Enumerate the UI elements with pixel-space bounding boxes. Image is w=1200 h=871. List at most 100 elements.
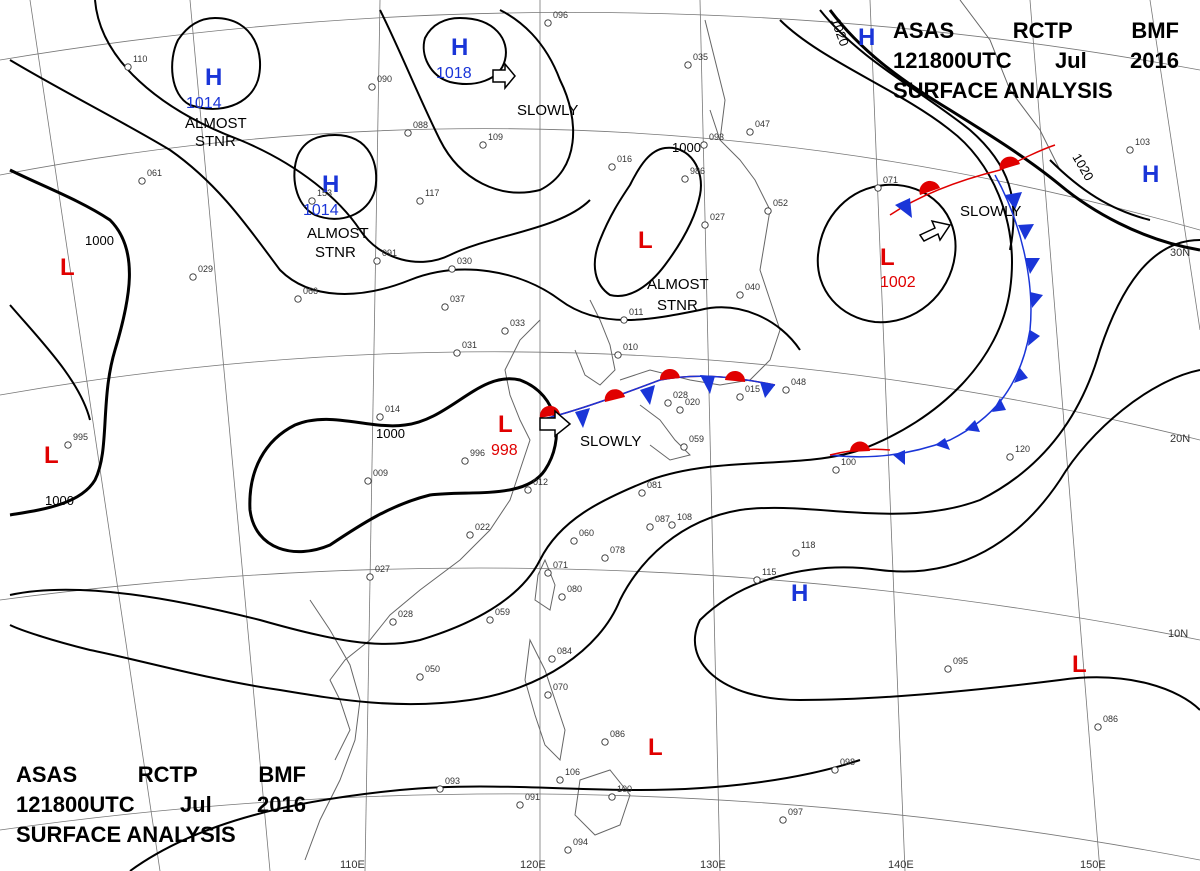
station-marker — [1126, 146, 1134, 154]
station-pressure: 030 — [457, 256, 472, 266]
station-marker — [436, 785, 444, 793]
station-marker — [1094, 723, 1102, 731]
cold-pip — [760, 382, 775, 398]
station-marker — [556, 776, 564, 784]
isobar-high-n — [422, 16, 507, 85]
header-code: BMF — [1131, 18, 1179, 43]
cold-pip — [1025, 258, 1040, 274]
coast-sakhalin — [704, 19, 726, 141]
station-marker — [376, 413, 384, 421]
station-marker — [558, 593, 566, 601]
warm-pip — [659, 368, 680, 380]
station-pressure: 047 — [755, 119, 770, 129]
parallel-30n — [0, 128, 1200, 231]
station-marker — [416, 197, 424, 205]
isobar-ocean-1 — [694, 369, 1200, 711]
station-pressure: 103 — [1135, 137, 1150, 147]
warm-pip — [725, 370, 746, 382]
header-line-1: ASAS RCTP BMF — [893, 16, 1179, 46]
low-center: L — [60, 254, 75, 281]
station-pressure: 996 — [470, 448, 485, 458]
station-pressure: 037 — [450, 294, 465, 304]
header-time: 121800UTC — [16, 792, 135, 817]
station-marker — [764, 207, 772, 215]
station-marker — [608, 793, 616, 801]
station-marker — [1006, 453, 1014, 461]
isobar-1000-w — [9, 168, 131, 517]
isobar-outer-1 — [94, 0, 591, 263]
station-pressure: 091 — [525, 792, 540, 802]
station-marker — [453, 349, 461, 357]
high-center-value: 1014 — [186, 95, 222, 112]
station-pressure: 070 — [553, 682, 568, 692]
high-center: H — [858, 24, 875, 51]
station-pressure: 015 — [745, 384, 760, 394]
arrow-icon — [492, 61, 516, 91]
station-pressure: 091 — [382, 248, 397, 258]
station-marker — [516, 801, 524, 809]
station-pressure: 086 — [610, 729, 625, 739]
coast-china — [329, 319, 541, 761]
isobar-ocean-5 — [129, 759, 861, 871]
meridian-1 — [29, 0, 161, 871]
station-pressure: 097 — [788, 807, 803, 817]
header-title: SURFACE ANALYSIS — [16, 822, 236, 847]
high-center: H — [1142, 161, 1159, 188]
warm-pip — [849, 441, 870, 452]
station-marker — [779, 816, 787, 824]
station-pressure: 035 — [693, 52, 708, 62]
movement-label: STNR — [657, 297, 698, 314]
station-pressure: 090 — [377, 74, 392, 84]
low-center-letter: L — [498, 411, 513, 438]
header-month: Jul — [1054, 48, 1087, 73]
station-marker — [544, 691, 552, 699]
station-pressure: 086 — [1103, 714, 1118, 724]
cold-pip — [575, 408, 590, 428]
station-pressure: 060 — [579, 528, 594, 538]
isobar-label: 1000 — [672, 140, 701, 155]
station-marker — [479, 141, 487, 149]
cold-pip — [1030, 292, 1043, 308]
station-marker — [441, 303, 449, 311]
station-marker — [501, 327, 509, 335]
station-pressure: 020 — [685, 397, 700, 407]
warm-pip — [919, 180, 940, 195]
station-marker — [944, 665, 952, 673]
coast-luzon — [524, 638, 566, 762]
low-center-letter: L — [880, 244, 895, 271]
parallel-20n-line — [0, 351, 1200, 441]
cold-pip — [893, 450, 905, 465]
station-marker — [792, 549, 800, 557]
low-center-letter: L — [648, 734, 663, 761]
station-marker — [373, 257, 381, 265]
station-marker — [638, 489, 646, 497]
station-pressure: 108 — [677, 512, 692, 522]
cold-pip — [1018, 224, 1034, 240]
station-pressure: 078 — [610, 545, 625, 555]
station-pressure: 010 — [623, 342, 638, 352]
cold-pip — [1028, 330, 1040, 346]
station-pressure: 009 — [373, 468, 388, 478]
station-marker — [684, 61, 692, 69]
station-marker — [138, 177, 146, 185]
station-pressure: 110 — [133, 54, 147, 64]
station-pressure: 995 — [73, 432, 88, 442]
station-pressure: 011 — [629, 307, 643, 317]
station-marker — [368, 83, 376, 91]
station-marker — [620, 316, 628, 324]
station-marker — [736, 291, 744, 299]
station-pressure: 028 — [673, 390, 688, 400]
station-pressure: 071 — [883, 175, 898, 185]
lon-label: 140E — [888, 859, 914, 871]
warm-front-north — [889, 144, 1056, 216]
high-center-letter: H — [451, 34, 468, 61]
station-pressure: 100 — [841, 457, 856, 467]
cold-pip — [992, 398, 1006, 412]
station-pressure: 052 — [773, 198, 788, 208]
isobar-outer-3 — [379, 9, 575, 194]
station-pressure: 027 — [710, 212, 725, 222]
low-center: L — [648, 734, 663, 761]
station-pressure: 098 — [840, 757, 855, 767]
station-marker — [782, 386, 790, 394]
